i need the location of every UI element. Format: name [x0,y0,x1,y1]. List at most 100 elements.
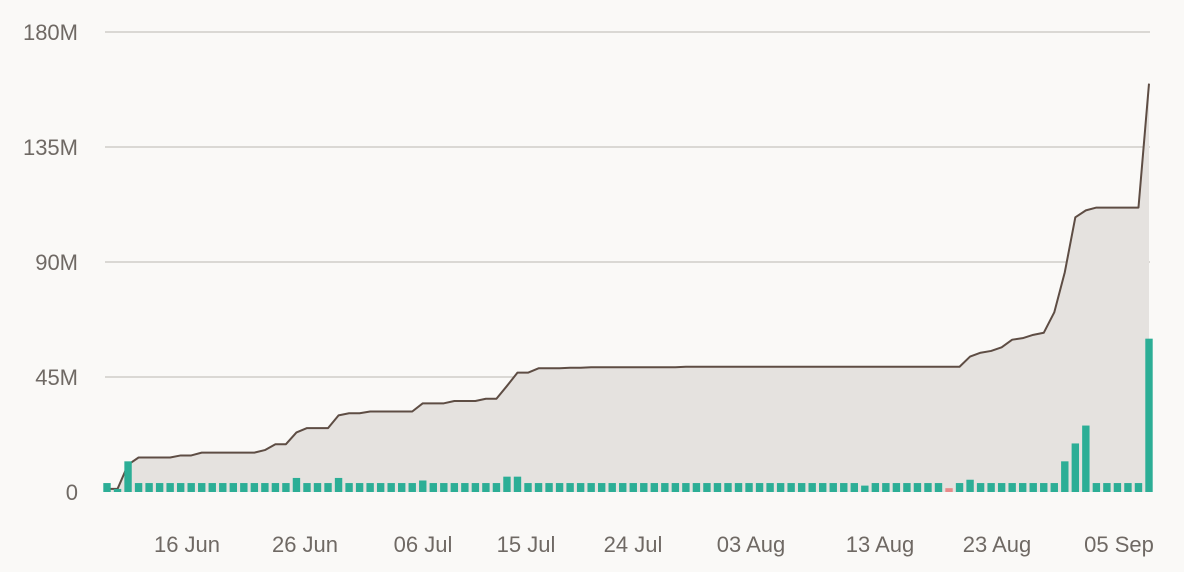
daily-bar [903,483,911,492]
daily-bar [682,483,690,492]
daily-bar [524,483,532,492]
daily-bar [408,483,416,492]
daily-bar [840,483,848,492]
daily-bar [650,483,659,492]
daily-bar [176,483,185,492]
daily-bar [198,483,206,492]
daily-bar [913,483,922,492]
x-tick-label: 26 Jun [272,532,338,557]
daily-bar [166,483,174,492]
x-tick-label: 06 Jul [394,532,453,557]
daily-bar [471,483,480,492]
daily-bar [440,483,448,492]
daily-bar [492,483,501,492]
daily-bar [345,483,353,492]
daily-bar [1071,443,1080,492]
daily-bar [629,483,637,492]
daily-bar [797,483,806,492]
daily-bar [271,483,280,492]
daily-bar [1050,483,1058,492]
daily-bar [745,483,753,492]
daily-bar [355,483,364,492]
daily-bar [976,483,985,492]
daily-bar [955,483,964,492]
daily-bar [187,483,195,492]
daily-bar [576,483,585,492]
y-tick-label: 90M [35,250,78,275]
daily-bar [1029,483,1037,492]
daily-bar [366,483,374,492]
daily-bar [376,483,385,492]
daily-bar [103,483,111,492]
daily-bar [987,483,995,492]
daily-bar [334,477,343,492]
daily-bar [766,483,774,492]
daily-bar [250,483,259,492]
daily-bar [534,483,543,492]
y-tick-label: 135M [23,135,78,160]
daily-bar [608,483,616,492]
cumulative-area [107,83,1149,492]
daily-bar [850,483,858,492]
x-axis: 16 Jun 26 Jun 06 Jul 15 Jul 24 Jul 03 Aug 13 A… [154,532,1154,557]
daily-bar [1082,425,1090,492]
daily-bar [640,483,648,492]
daily-bar [240,483,248,492]
y-tick-label: 0 [66,480,78,505]
daily-bar [1145,338,1153,492]
daily-bar [219,483,227,492]
daily-bar [292,477,301,492]
daily-bar [1103,483,1111,492]
daily-bar [892,483,901,492]
daily-bar [966,479,974,492]
daily-bar [1061,461,1069,492]
y-tick-label: 45M [35,365,78,390]
daily-bar [387,483,395,492]
daily-bar [1113,483,1122,492]
y-axis: 0 45M 90M 135M 180M [23,20,78,505]
daily-bar [482,483,490,492]
daily-bar [997,483,1006,492]
daily-bar [429,483,437,492]
daily-bar [1018,483,1027,492]
x-tick-label: 03 Aug [717,532,786,557]
daily-bar [829,483,837,492]
x-tick-label: 05 Sep [1084,532,1154,557]
daily-bar [145,483,153,492]
x-tick-label: 16 Jun [154,532,220,557]
daily-bar [134,483,143,492]
daily-bar [461,483,469,492]
daily-bar [819,483,827,492]
daily-bar [703,483,711,492]
cumulative-line [107,83,1150,490]
daily-bar [503,476,511,492]
daily-bar [671,483,680,492]
daily-bar [882,483,890,492]
daily-bar [113,488,122,492]
daily-bar [419,480,427,492]
daily-bar [324,483,332,492]
daily-bar [597,483,606,492]
daily-bar-negative [945,488,953,492]
daily-bar [692,483,701,492]
daily-bar [303,483,311,492]
cumulative-area-layer [107,83,1150,492]
x-tick-label: 13 Aug [846,532,915,557]
daily-bar [713,483,722,492]
daily-bars-layer [103,338,1153,492]
daily-bar [208,483,216,492]
daily-bar [229,483,238,492]
daily-bar [398,483,406,492]
x-tick-label: 23 Aug [963,532,1032,557]
daily-bar [924,483,932,492]
daily-bar [871,483,880,492]
daily-bar [934,483,943,492]
daily-bar [776,483,785,492]
grid-lines [105,31,1150,378]
daily-bar [1040,483,1048,492]
daily-bar [808,483,816,492]
daily-bar [587,483,595,492]
daily-bar [513,476,522,492]
daily-bar [1124,483,1132,492]
